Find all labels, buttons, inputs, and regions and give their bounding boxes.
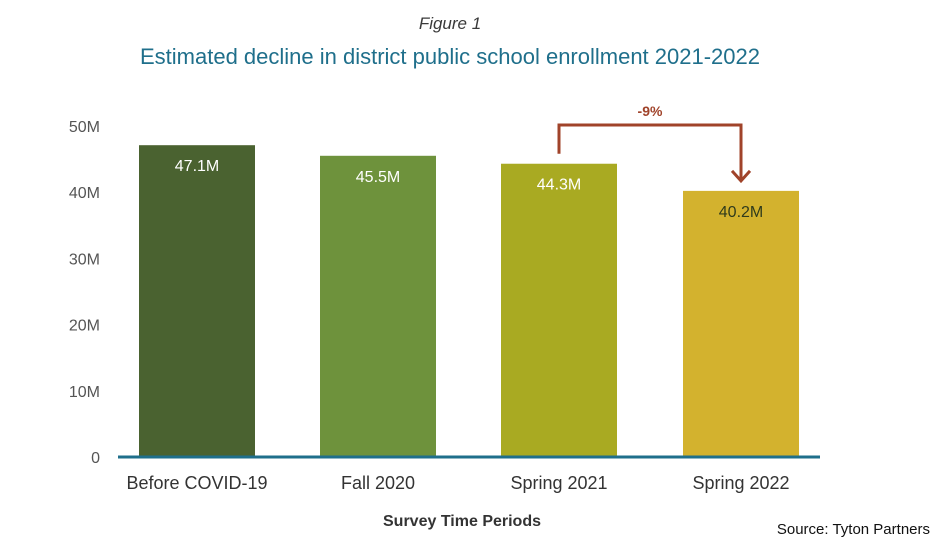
y-tick-label: 0 xyxy=(91,450,100,467)
chart-title: Estimated decline in district public sch… xyxy=(139,44,760,69)
bar xyxy=(320,155,436,458)
arrow-head-icon xyxy=(730,169,752,184)
x-category-label: Spring 2021 xyxy=(510,473,607,493)
source-note: Source: Tyton Partners xyxy=(776,521,930,538)
x-category-label: Before COVID-19 xyxy=(126,473,267,493)
bar xyxy=(501,163,617,457)
x-axis-category-labels: Before COVID-19 Fall 2020 Spring 2021 Sprin… xyxy=(126,473,789,493)
bar-value-label: 45.5M xyxy=(356,169,400,186)
bar xyxy=(139,145,255,457)
bar xyxy=(683,190,799,457)
y-tick-label: 40M xyxy=(69,185,100,202)
y-tick-label: 10M xyxy=(69,384,100,401)
x-axis-title: Survey Time Periods xyxy=(383,513,541,530)
change-bracket xyxy=(557,123,743,179)
y-tick-label: 20M xyxy=(69,318,100,335)
y-tick-label: 50M xyxy=(69,119,100,136)
x-category-label: Fall 2020 xyxy=(341,473,415,493)
bars: 47.1M 45.5M 44.3M 40.2M xyxy=(139,145,799,458)
y-axis-ticks: 0 10M 20M 30M 40M 50M xyxy=(69,119,100,467)
bar-value-label: 40.2M xyxy=(719,204,763,221)
bar-value-label: 47.1M xyxy=(175,158,219,175)
change-annotation: -9% xyxy=(557,103,752,184)
figure-label: Figure 1 xyxy=(418,14,482,33)
y-tick-label: 30M xyxy=(69,251,100,268)
bar-value-label: 44.3M xyxy=(537,177,581,194)
x-category-label: Spring 2022 xyxy=(692,473,789,493)
change-annotation-label: -9% xyxy=(638,103,663,119)
